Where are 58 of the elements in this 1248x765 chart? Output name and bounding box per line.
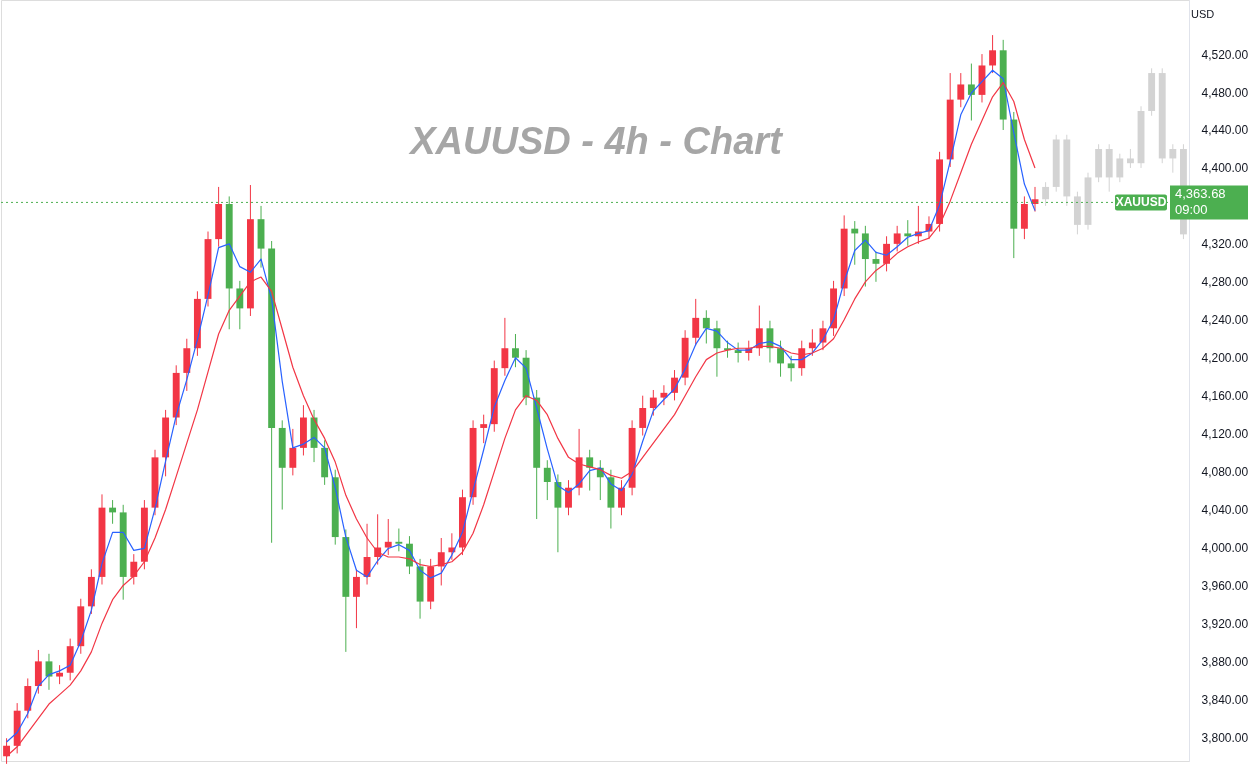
- candlestick: [1169, 143, 1177, 174]
- y-tick-label: 4,040.00: [1201, 503, 1248, 518]
- candlestick: [787, 355, 795, 382]
- text: XAUUSD - 4h - Chart: [408, 120, 784, 162]
- candlestick: [565, 479, 572, 516]
- candlestick: [702, 309, 710, 344]
- text: USD: [1191, 8, 1215, 20]
- y-tick-label: 4,080.00: [1201, 465, 1248, 480]
- candlestick: [1126, 148, 1134, 169]
- candlestick: [353, 568, 360, 629]
- candlestick: [543, 459, 551, 501]
- y-tick-label: 4,520.00: [1201, 47, 1248, 62]
- candlestick: [713, 320, 721, 378]
- annotation: 4,363.68: [1175, 186, 1226, 202]
- candlestick: [512, 333, 519, 368]
- candlestick: [967, 63, 975, 122]
- candlestick: [618, 479, 625, 516]
- y-tick-label: 4,160.00: [1201, 389, 1248, 404]
- ref-line-label: XAUUSD: [1115, 195, 1167, 210]
- candlestick: [777, 340, 784, 378]
- candlestick: [766, 320, 774, 363]
- y-tick-label: 3,840.00: [1201, 692, 1248, 707]
- candlestick: [660, 384, 668, 406]
- y-tick-label: 4,480.00: [1201, 85, 1248, 100]
- candlestick: [437, 537, 445, 586]
- candlestick: [130, 553, 138, 586]
- candlestick: [893, 225, 901, 252]
- candlestick: [808, 328, 816, 357]
- y-tick-label: 4,400.00: [1201, 161, 1248, 176]
- y-tick-label: 3,880.00: [1201, 654, 1248, 669]
- candlestick: [1116, 153, 1124, 183]
- candlestick: [798, 340, 806, 377]
- y-tick-label: 4,200.00: [1201, 351, 1248, 366]
- candlestick: [395, 528, 403, 552]
- candlestick: [872, 250, 880, 283]
- y-tick-label: 3,800.00: [1201, 730, 1248, 745]
- candlestick: [289, 428, 297, 476]
- candlestick: [639, 395, 647, 437]
- candlestick: [384, 518, 392, 556]
- y-tick-label: 4,240.00: [1201, 313, 1248, 328]
- candlestick: [989, 34, 997, 74]
- candlestick: [586, 449, 594, 492]
- candlestick: [1042, 181, 1050, 207]
- annotation: 09:00: [1175, 202, 1208, 218]
- candlestick: [692, 298, 700, 346]
- y-tick-label: 3,960.00: [1201, 578, 1248, 593]
- candlestick: [56, 664, 64, 685]
- candlestick: [957, 72, 965, 108]
- y-tick-label: 3,920.00: [1201, 616, 1248, 631]
- y-tick-label: 4,000.00: [1201, 541, 1248, 555]
- y-tick-label: 4,280.00: [1201, 275, 1248, 290]
- candlestick: [904, 219, 912, 247]
- candlestick: [501, 317, 509, 377]
- candlestick: [480, 414, 488, 444]
- y-tick-label: 4,120.00: [1201, 427, 1248, 442]
- candlestick: [649, 389, 657, 417]
- y-tick-label: 4,440.00: [1201, 123, 1248, 138]
- y-tick-label: 4,320.00: [1201, 237, 1248, 252]
